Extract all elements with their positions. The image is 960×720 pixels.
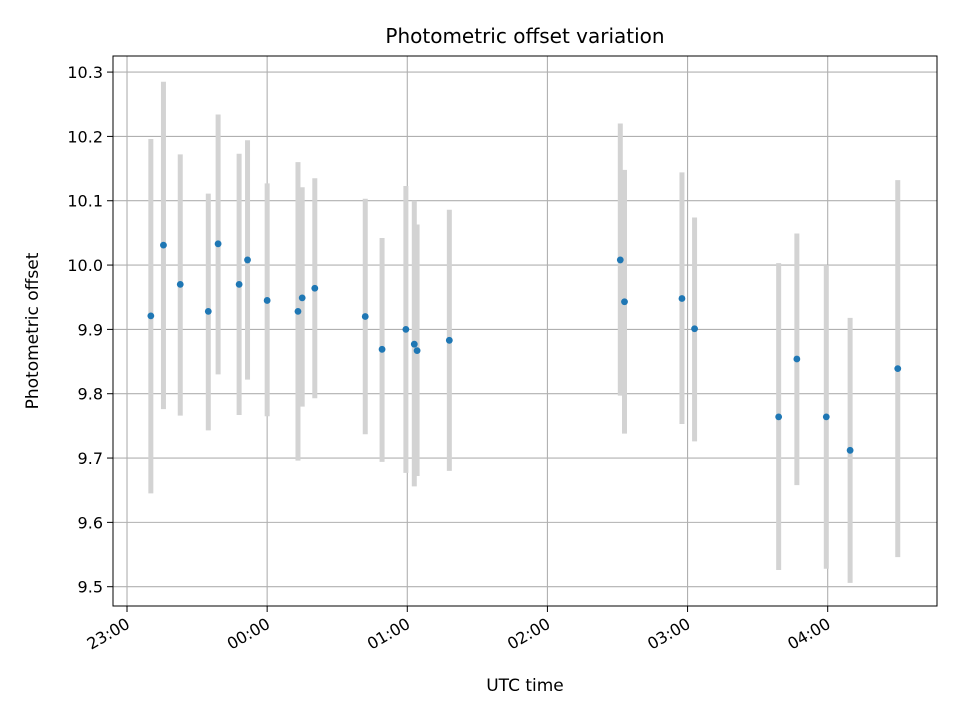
data-point (235, 280, 243, 288)
data-point (298, 294, 306, 302)
data-point (793, 355, 801, 363)
data-point (244, 256, 251, 264)
y-tick-label: 9.6 (78, 513, 103, 532)
data-point (311, 284, 319, 292)
data-point (822, 413, 830, 421)
data-point (846, 446, 854, 454)
y-tick-label: 10.2 (67, 127, 103, 146)
data-point (894, 365, 902, 373)
data-point (204, 307, 212, 315)
data-point (691, 325, 698, 333)
data-point (214, 240, 222, 248)
data-point (410, 340, 418, 348)
y-tick-label: 10.3 (67, 63, 103, 82)
data-point (378, 345, 386, 353)
y-tick-label: 9.5 (78, 578, 103, 597)
y-tick-label: 10.1 (67, 192, 103, 211)
data-point (413, 347, 421, 355)
y-tick-label: 9.9 (78, 320, 103, 339)
data-point (160, 241, 167, 249)
data-point (445, 336, 453, 344)
data-point (621, 298, 628, 306)
plot-frame (112, 55, 938, 607)
data-point (176, 280, 184, 288)
data-point (402, 325, 410, 333)
y-axis-ticks: 9.5 9.6 9.7 9.8 9.9 10.0 10.1 10.2 10.3 (67, 63, 113, 597)
y-tick-label: 9.8 (78, 385, 103, 404)
data-point (616, 256, 624, 264)
data-point (775, 413, 783, 421)
x-axis-title: UTC time (486, 676, 564, 696)
chart-title: Photometric offset variation (385, 24, 664, 48)
data-point (263, 297, 271, 304)
data-point (147, 312, 155, 320)
data-points (147, 240, 902, 454)
y-tick-label: 10.0 (67, 256, 103, 275)
data-point (294, 307, 302, 315)
y-axis-title: Photometric offset (23, 252, 43, 409)
data-point (678, 295, 686, 302)
y-tick-label: 9.7 (78, 449, 103, 468)
data-point (361, 313, 369, 320)
